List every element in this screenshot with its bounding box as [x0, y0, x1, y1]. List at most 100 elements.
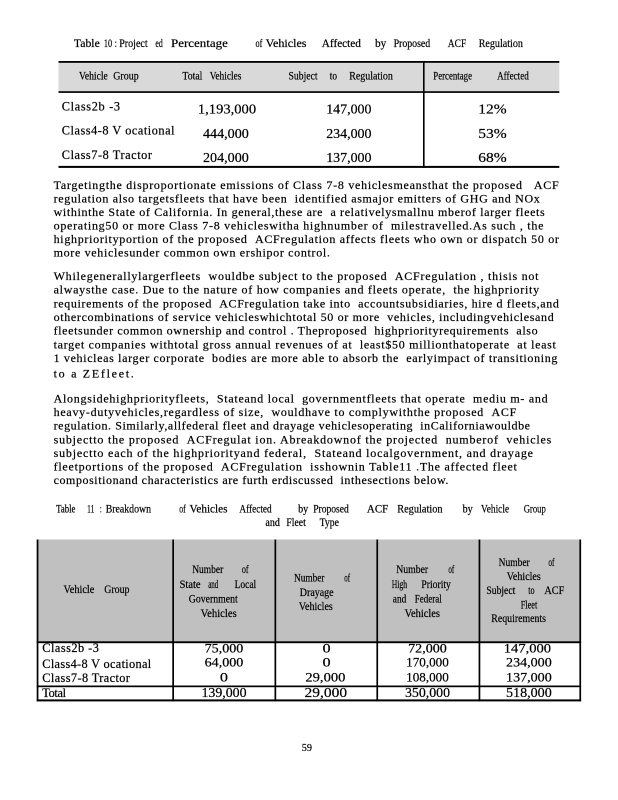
svg-text:Whilegenerallylargerfleets wo: Whilegenerallylargerfleets wouldbe subje… [54, 269, 540, 283]
svg-text:of: of [548, 557, 554, 569]
svg-text:Group: Group [104, 584, 130, 596]
svg-text:by: by [375, 38, 387, 50]
svg-text:Table: Table [56, 503, 75, 515]
svg-text:Group: Group [113, 71, 139, 83]
svg-text:of: of [448, 564, 454, 576]
svg-text:0: 0 [323, 640, 331, 655]
svg-text:Priority: Priority [421, 579, 451, 591]
svg-text:Vehicle: Vehicle [79, 71, 108, 83]
svg-text:Total: Total [42, 686, 66, 700]
svg-text:350,000: 350,000 [405, 686, 450, 701]
svg-text:Project: Project [119, 38, 148, 50]
svg-text:Percentage: Percentage [171, 38, 228, 50]
svg-text:29,000: 29,000 [305, 686, 348, 701]
svg-text:State: State [180, 579, 201, 591]
svg-text:regulation. Similarly,allfeder: regulation. Similarly,allfederal fleet a… [54, 419, 530, 433]
svg-text:Requirements: Requirements [491, 613, 546, 625]
svg-text:Vehicle: Vehicle [481, 503, 509, 515]
svg-text:Vehicles: Vehicles [405, 608, 440, 620]
svg-text:subjectto the proposed ACFreg: subjectto the proposed ACFregulat ion. A… [54, 432, 552, 446]
svg-text:and: and [393, 594, 407, 606]
svg-text:Proposed: Proposed [394, 38, 431, 50]
svg-text:Fleet: Fleet [286, 517, 306, 529]
svg-text:compositionand characteristics: compositionand characteristics are furth… [54, 473, 449, 487]
svg-text:requirements of the proposed: requirements of the proposed ACFregulati… [54, 296, 559, 310]
svg-text:Percentage: Percentage [433, 71, 472, 83]
svg-text:subjectto each of the highprio: subjectto each of the highpriorityand fe… [54, 446, 533, 460]
svg-text:High: High [392, 579, 408, 591]
svg-text:ACF: ACF [367, 503, 388, 515]
svg-text:by: by [298, 503, 308, 515]
svg-text:to: to [330, 71, 337, 83]
svg-text:Class2b -3: Class2b -3 [42, 641, 99, 655]
svg-text:53%: 53% [478, 127, 507, 142]
svg-text:29,000: 29,000 [305, 669, 345, 684]
svg-text:Group: Group [524, 503, 546, 515]
svg-text:withinthe State of California.: withinthe State of California. In genera… [54, 205, 545, 219]
svg-text:108,000: 108,000 [406, 669, 449, 684]
svg-text:heavy-dutyvehicles,regardless: heavy-dutyvehicles,regardless of size, w… [54, 405, 517, 419]
svg-text:204,000: 204,000 [203, 151, 249, 166]
svg-text:12%: 12% [478, 102, 507, 117]
svg-text:59: 59 [302, 743, 312, 754]
svg-text:Number: Number [396, 564, 428, 576]
svg-text:Class7-8 Tractor: Class7-8 Tractor [62, 148, 152, 162]
svg-text:ACF: ACF [544, 585, 564, 597]
svg-text:Fleet: Fleet [521, 599, 538, 611]
svg-text:147,000: 147,000 [504, 640, 551, 655]
svg-text:Regulation: Regulation [349, 71, 393, 83]
svg-text:0: 0 [323, 655, 331, 670]
svg-text:64,000: 64,000 [205, 655, 244, 670]
svg-text:by: by [463, 503, 473, 515]
svg-text:234,000: 234,000 [506, 655, 552, 670]
svg-text:75,000: 75,000 [205, 640, 244, 655]
svg-text:10: 10 [104, 38, 112, 50]
svg-text:regulation also targetsfleets: regulation also targetsfleets that have … [54, 191, 540, 205]
svg-text:234,000: 234,000 [326, 127, 371, 142]
svg-text:Vehicle: Vehicle [64, 584, 95, 596]
svg-text:more vehiclesunder common own: more vehiclesunder common own ershipor c… [54, 245, 330, 259]
svg-text:to a ZEfleet.: to a ZEfleet. [54, 366, 134, 380]
svg-text:68%: 68% [478, 151, 507, 166]
svg-text:518,000: 518,000 [506, 686, 552, 701]
svg-text:ACF: ACF [448, 38, 467, 50]
svg-text:0: 0 [220, 669, 228, 684]
svg-text:444,000: 444,000 [203, 127, 249, 142]
svg-text:ed: ed [155, 38, 162, 50]
svg-text:Vehicles: Vehicles [201, 608, 237, 620]
svg-text:Number: Number [294, 573, 325, 585]
svg-text:Vehicles: Vehicles [190, 503, 229, 515]
svg-text:of: of [179, 503, 186, 515]
svg-text:Local: Local [235, 579, 257, 591]
svg-text:Class4-8 V ocational: Class4-8 V ocational [42, 657, 151, 671]
svg-text:1,193,000: 1,193,000 [198, 102, 256, 117]
svg-text::: : [115, 38, 118, 50]
svg-text:Class2b -3: Class2b -3 [62, 99, 120, 113]
svg-text:and: and [208, 579, 218, 591]
svg-text:Affected: Affected [239, 503, 272, 515]
svg-text:fleetsunder common ownership a: fleetsunder common ownership and control… [54, 324, 538, 338]
svg-text:of: of [256, 38, 263, 50]
svg-text::: : [100, 503, 102, 515]
svg-text:139,000: 139,000 [201, 686, 246, 701]
svg-text:and: and [265, 517, 280, 529]
svg-text:Federal: Federal [415, 594, 442, 606]
svg-text:72,000: 72,000 [408, 640, 447, 655]
svg-text:Class4-8 V ocational: Class4-8 V ocational [62, 123, 175, 137]
svg-text:Type: Type [320, 517, 339, 529]
svg-text:Government: Government [189, 594, 239, 606]
svg-text:Drayage: Drayage [300, 587, 334, 599]
svg-text:170,000: 170,000 [406, 655, 449, 670]
svg-text:11: 11 [87, 503, 94, 515]
svg-text:137,000: 137,000 [506, 669, 552, 684]
svg-text:Proposed: Proposed [313, 503, 349, 515]
svg-text:Subject: Subject [289, 71, 319, 83]
svg-text:fleetportions of the proposed: fleetportions of the proposed ACFregulat… [54, 459, 518, 473]
svg-text:Targetingthe disproportionate: Targetingthe disproportionate emissions … [54, 178, 559, 192]
svg-text:Vehicles: Vehicles [210, 71, 242, 83]
svg-text:of: of [242, 564, 249, 576]
svg-text:137,000: 137,000 [326, 151, 371, 166]
svg-text:Vehicles: Vehicles [507, 571, 541, 583]
svg-text:147,000: 147,000 [326, 102, 371, 117]
svg-text:Affected: Affected [322, 38, 361, 50]
